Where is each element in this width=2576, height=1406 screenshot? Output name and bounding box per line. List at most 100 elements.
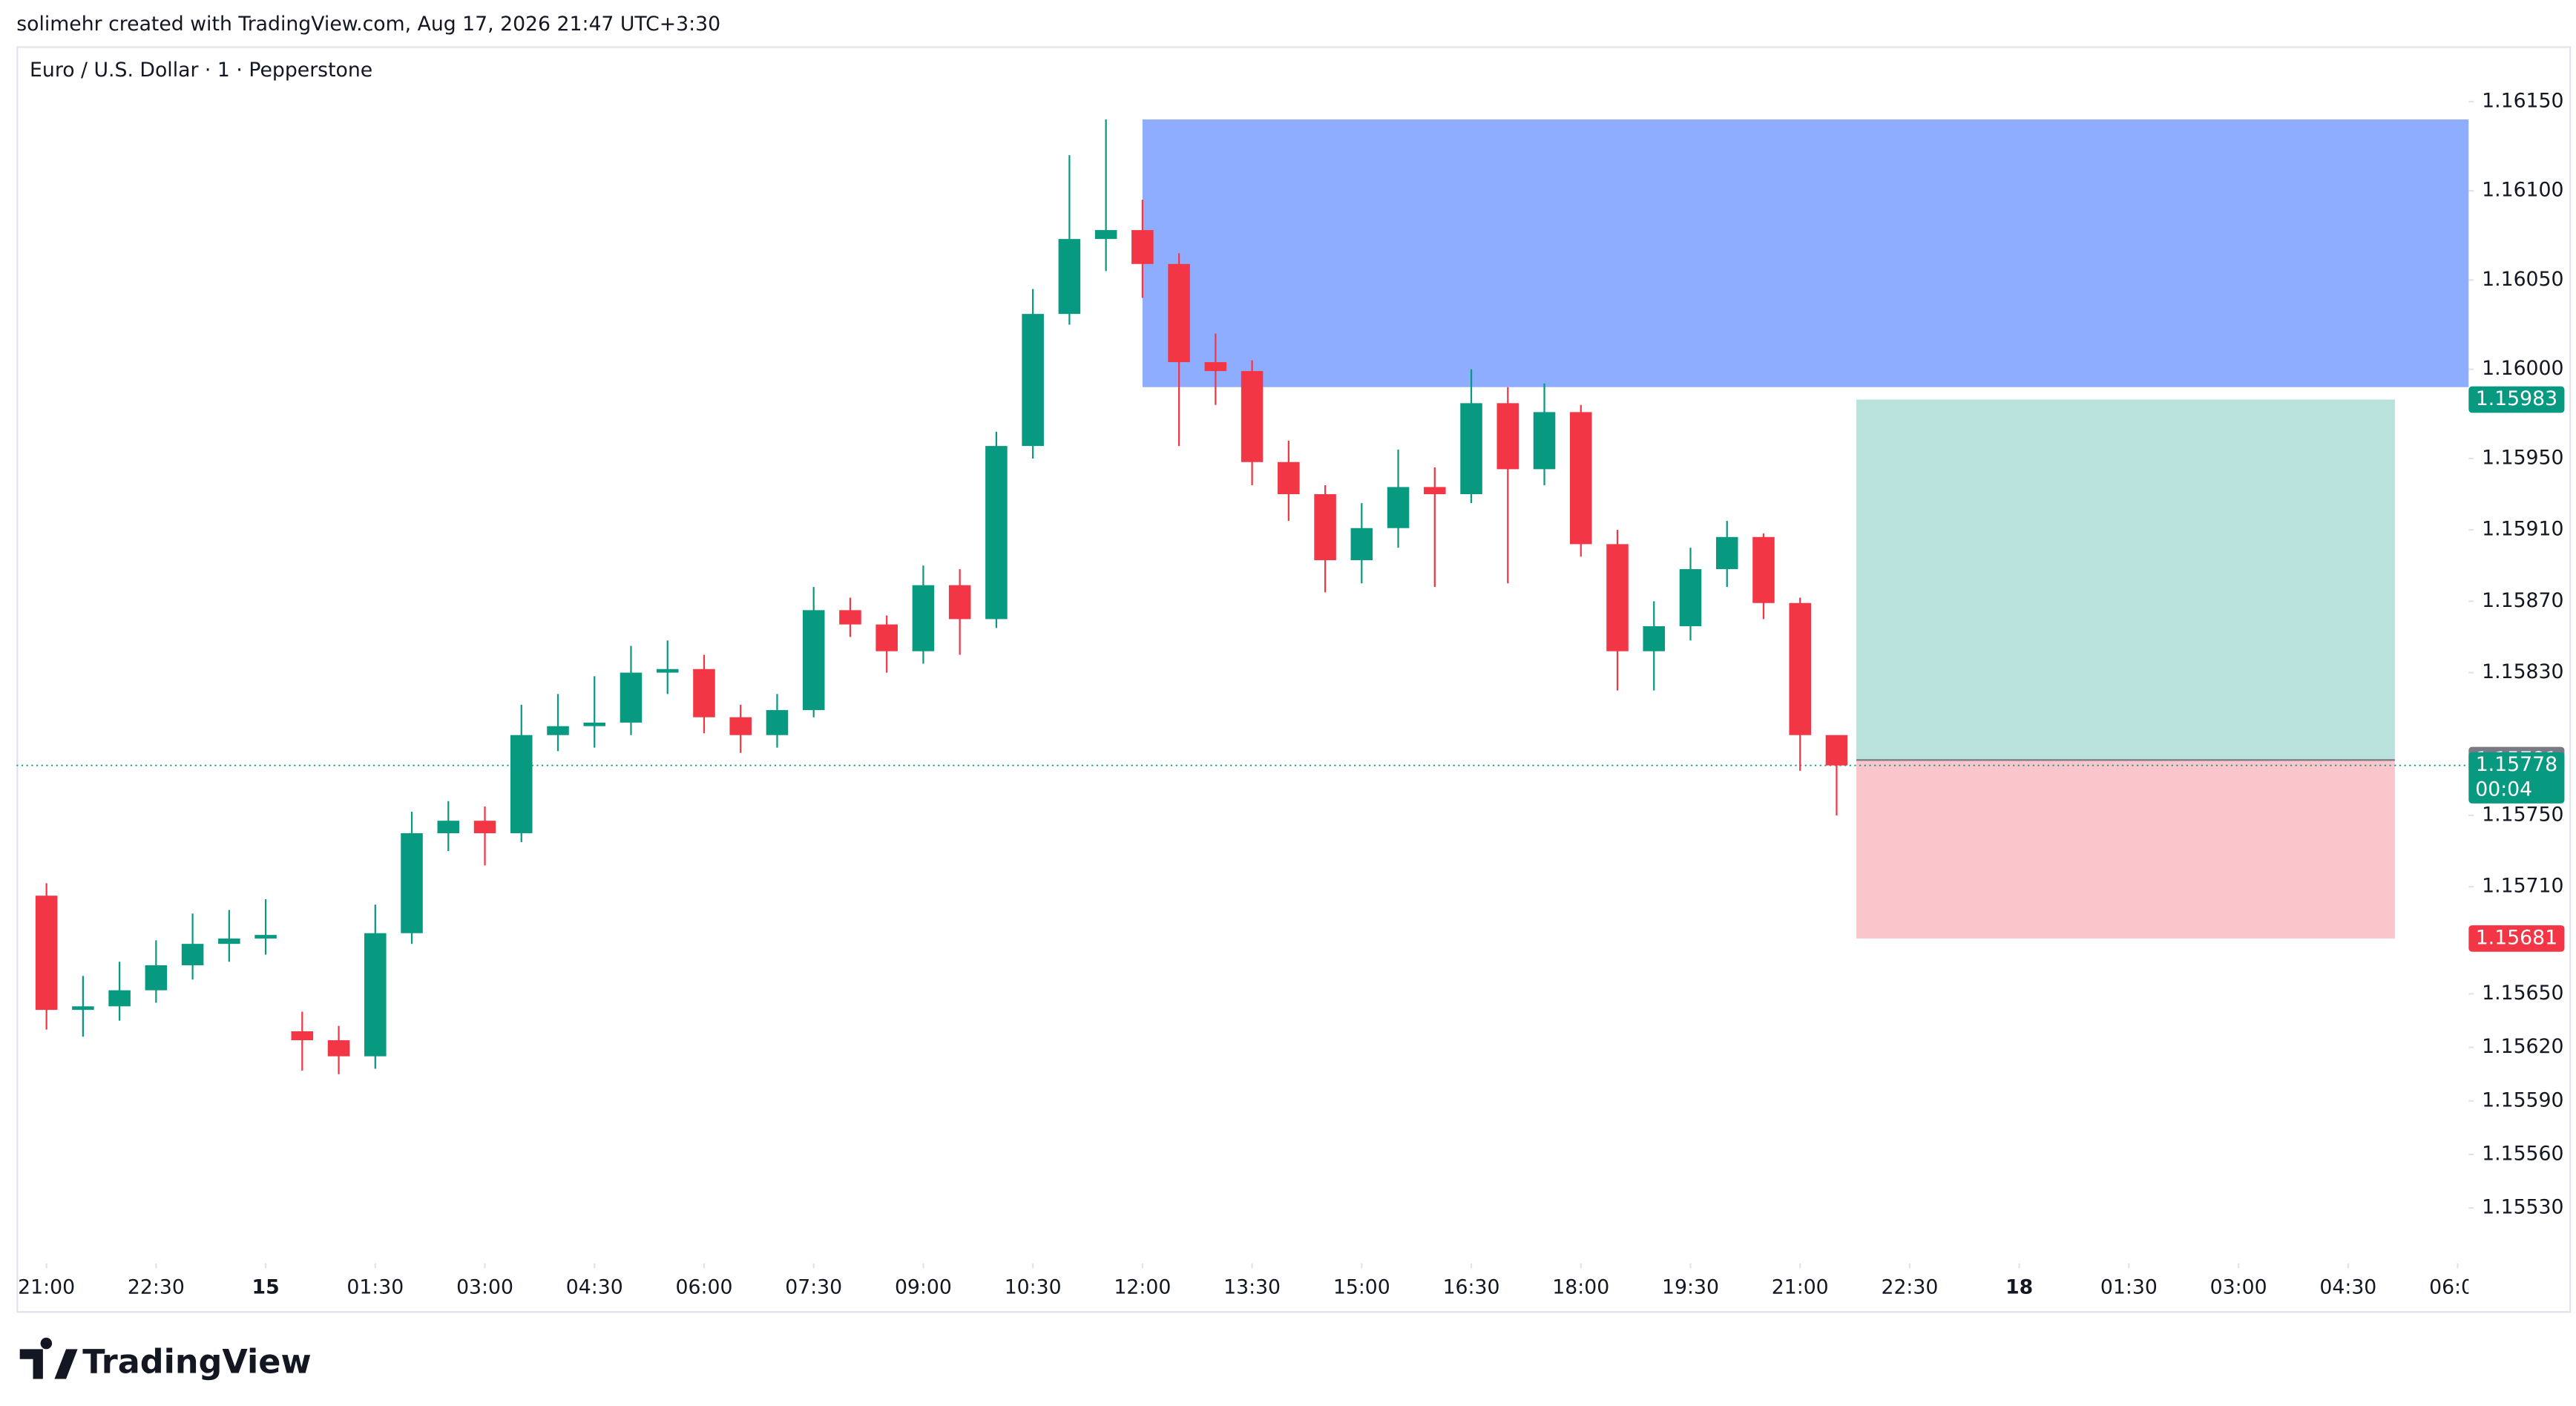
plot-area	[16, 119, 2469, 1074]
x-tick-label: 18	[2005, 1276, 2033, 1299]
attribution: solimehr created with TradingView.com, A…	[16, 13, 720, 36]
candle-body	[985, 446, 1008, 620]
x-tick-label: 01:30	[2100, 1276, 2158, 1299]
chart-title: Euro / U.S. Dollar · 1 · Pepperstone	[30, 59, 372, 82]
x-tick-label: 22:30	[128, 1276, 185, 1299]
candle-body	[1825, 735, 1848, 766]
candle-body	[1204, 362, 1227, 372]
y-tick-label: 1.15560	[2482, 1142, 2563, 1165]
candle-body	[693, 668, 715, 717]
candle-body	[1168, 263, 1190, 363]
x-tick-label: 04:30	[566, 1276, 623, 1299]
x-tick-label: 12:00	[1114, 1276, 1171, 1299]
target-price-tag: 1.15983	[2476, 387, 2557, 410]
y-axis: 1.16150 1.16100 1.16050 1.16000 1.15950 1.159…	[2468, 89, 2564, 1219]
x-tick-label: 04:30	[2319, 1276, 2376, 1299]
x-tick-label: 07:30	[785, 1276, 842, 1299]
candle-body	[1715, 536, 1738, 570]
x-tick-label: 15	[252, 1276, 280, 1299]
y-tick-label: 1.15950	[2482, 446, 2563, 469]
candle-body	[620, 672, 643, 723]
x-tick-label: 10:30	[1005, 1276, 1062, 1299]
candle-body	[364, 933, 387, 1057]
candle-body	[839, 610, 861, 625]
candle-body	[1094, 230, 1117, 240]
x-tick-label: 19:30	[1662, 1276, 1719, 1299]
x-tick-label: 06:00	[676, 1276, 733, 1299]
y-tick-label: 1.16050	[2482, 268, 2563, 291]
candle-body	[327, 1040, 350, 1057]
target-zone	[1856, 399, 2395, 761]
y-tick-label: 1.15530	[2482, 1196, 2563, 1219]
x-tick-label: 01:30	[346, 1276, 404, 1299]
candle-body	[1752, 536, 1775, 603]
y-tick-label: 1.16150	[2482, 89, 2563, 112]
brand-logo: TradingView	[19, 1337, 312, 1381]
x-tick-label: 22:30	[1881, 1276, 1938, 1299]
candle-body	[254, 935, 277, 939]
candle-body	[1424, 487, 1446, 495]
supply-zone	[1142, 119, 2469, 387]
candle-body	[1241, 371, 1264, 462]
x-tick-label: 13:30	[1223, 1276, 1281, 1299]
candle-body	[1058, 239, 1081, 315]
y-tick-label: 1.15910	[2482, 518, 2563, 541]
candle-body	[1131, 230, 1154, 264]
candle-body	[766, 710, 789, 735]
x-tick-label: 21:00	[18, 1276, 75, 1299]
candle-body	[181, 944, 204, 966]
stop-zone	[1856, 760, 2395, 939]
candle-body	[218, 938, 240, 945]
candle-body	[510, 735, 533, 834]
candle-body	[1314, 494, 1336, 561]
target-price-tag-bg	[2468, 386, 2565, 413]
y-tick-label: 1.15830	[2482, 660, 2563, 683]
candle-body	[291, 1031, 314, 1041]
candle-body	[1533, 412, 1556, 470]
candle-body	[1387, 487, 1410, 528]
candle-body	[72, 1006, 94, 1011]
last-price-tag-bg	[2468, 752, 2565, 804]
x-tick-label: 09:00	[895, 1276, 952, 1299]
y-tick-label: 1.16100	[2482, 179, 2563, 202]
candle-body	[547, 726, 569, 735]
y-tick-label: 1.15750	[2482, 803, 2563, 826]
candle-body	[656, 668, 679, 673]
candle-body	[729, 717, 752, 735]
candle-body	[1789, 602, 1811, 735]
last-price-tag: 1.15778	[2476, 753, 2557, 776]
candle-body	[1460, 403, 1482, 495]
candle-body	[108, 990, 131, 1007]
candle-body	[1496, 403, 1519, 470]
candle-body	[1569, 412, 1592, 545]
x-axis: 21:00 22:30 15 01:30 03:00 04:30 06:00 07:30 09:…	[18, 1263, 2486, 1299]
candle-body	[1278, 461, 1300, 495]
y-tick-label: 1.15590	[2482, 1088, 2563, 1111]
candle-body	[1643, 626, 1666, 651]
y-tick-label: 1.15710	[2482, 875, 2563, 898]
candle-body	[1679, 569, 1702, 627]
y-tick-label: 1.15650	[2482, 982, 2563, 1005]
y-tick-label: 1.16000	[2482, 357, 2563, 380]
stop-price-tag: 1.15681	[2476, 926, 2557, 949]
candle-body	[145, 965, 168, 991]
candle-body	[1022, 314, 1044, 447]
candle-body	[35, 896, 58, 1011]
candle-body	[948, 585, 971, 620]
stop-price-tag-bg	[2468, 925, 2565, 952]
y-tick-label: 1.15620	[2482, 1035, 2563, 1058]
candle-body	[583, 722, 606, 726]
last-price-tag-countdown: 00:04	[2475, 778, 2532, 801]
x-tick-label: 21:00	[1772, 1276, 1829, 1299]
x-tick-label: 06:00	[2429, 1276, 2486, 1299]
candle-body	[912, 585, 935, 651]
candle-body	[437, 821, 460, 834]
x-tick-label: 18:00	[1552, 1276, 1609, 1299]
candle-body	[473, 821, 496, 834]
x-tick-label: 03:00	[2210, 1276, 2267, 1299]
candle-body	[1350, 528, 1373, 561]
y-tick-label: 1.15870	[2482, 589, 2563, 612]
